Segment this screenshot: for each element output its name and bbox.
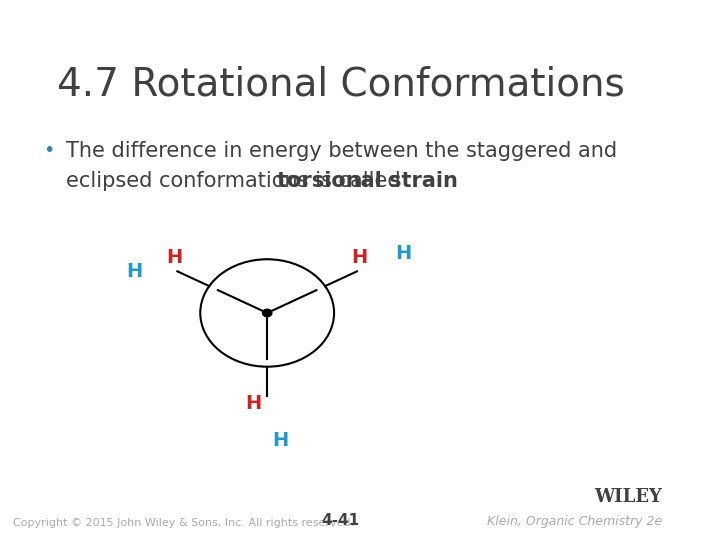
Text: The difference in energy between the staggered and: The difference in energy between the sta… (66, 141, 618, 161)
Text: H: H (395, 245, 412, 264)
Text: Copyright © 2015 John Wiley & Sons, Inc. All rights reserved.: Copyright © 2015 John Wiley & Sons, Inc.… (13, 518, 354, 528)
Text: 4.7 Rotational Conformations: 4.7 Rotational Conformations (57, 66, 625, 104)
Text: •: • (43, 141, 55, 160)
Text: H: H (246, 394, 262, 413)
Text: Klein, Organic Chemistry 2e: Klein, Organic Chemistry 2e (487, 515, 662, 528)
Text: eclipsed conformations is called: eclipsed conformations is called (66, 171, 408, 191)
Text: H: H (273, 431, 289, 450)
Circle shape (263, 309, 272, 317)
Text: WILEY: WILEY (594, 488, 662, 507)
Text: 4-41: 4-41 (322, 513, 360, 528)
Text: H: H (166, 248, 183, 267)
Text: H: H (351, 248, 368, 267)
Text: H: H (126, 262, 142, 281)
Text: torsional strain: torsional strain (277, 171, 458, 191)
